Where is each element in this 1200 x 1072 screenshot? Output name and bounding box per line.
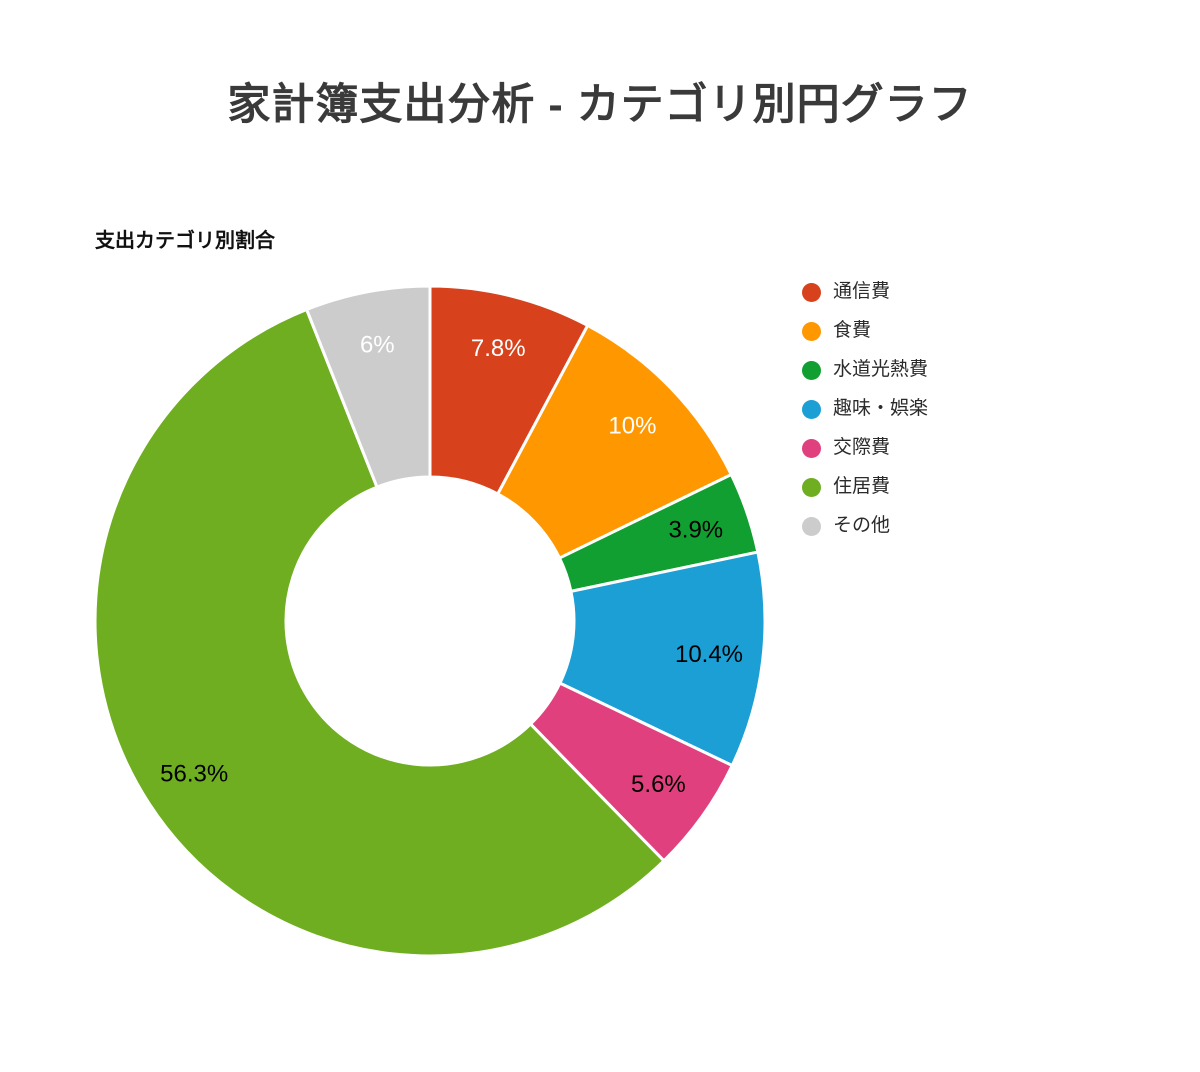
legend-item: 食費: [802, 320, 928, 342]
pie-slice-3: [558, 550, 767, 768]
legend-label: 交際費: [833, 437, 891, 458]
legend-marker: [802, 282, 821, 302]
legend-label: 趣味・娯楽: [833, 398, 929, 419]
legend-marker: [802, 360, 821, 380]
slice-value-label: 5.6%: [631, 771, 686, 798]
chart-title: 支出カテゴリ別割合: [95, 230, 275, 252]
legend-item: その他: [802, 515, 928, 537]
legend-item: 交際費: [802, 437, 928, 459]
legend-marker: [802, 321, 821, 341]
legend: 通信費食費水道光熱費趣味・娯楽交際費住居費その他: [802, 281, 928, 537]
legend-marker: [802, 438, 821, 458]
legend-label: 食費: [833, 320, 872, 341]
legend-label: その他: [833, 515, 891, 536]
pie-slice-5: [93, 308, 666, 958]
pie-slices: [93, 284, 767, 958]
legend-label: 通信費: [833, 281, 891, 302]
slice-value-label: 6%: [360, 332, 395, 359]
legend-item: 趣味・娯楽: [802, 398, 928, 420]
page-title: 家計簿支出分析 - カテゴリ別円グラフ: [227, 81, 973, 129]
legend-marker: [802, 399, 821, 419]
pie-slice-6: [305, 284, 432, 489]
slice-labels: 7.8% 10% 3.9% 10.4% 5.6% 56.3% 6%: [160, 332, 743, 799]
slice-value-label: 10%: [608, 413, 656, 440]
legend-marker: [802, 477, 821, 497]
legend-marker: [802, 516, 821, 536]
slice-value-label: 7.8%: [471, 335, 526, 362]
legend-item: 住居費: [802, 476, 928, 498]
legend-label: 住居費: [833, 476, 891, 497]
slice-value-label: 56.3%: [160, 760, 228, 787]
slice-value-label: 3.9%: [668, 517, 723, 544]
slice-value-label: 10.4%: [675, 641, 743, 668]
legend-item: 水道光熱費: [802, 359, 928, 381]
legend-label: 水道光熱費: [833, 359, 929, 380]
legend-item: 通信費: [802, 281, 928, 303]
